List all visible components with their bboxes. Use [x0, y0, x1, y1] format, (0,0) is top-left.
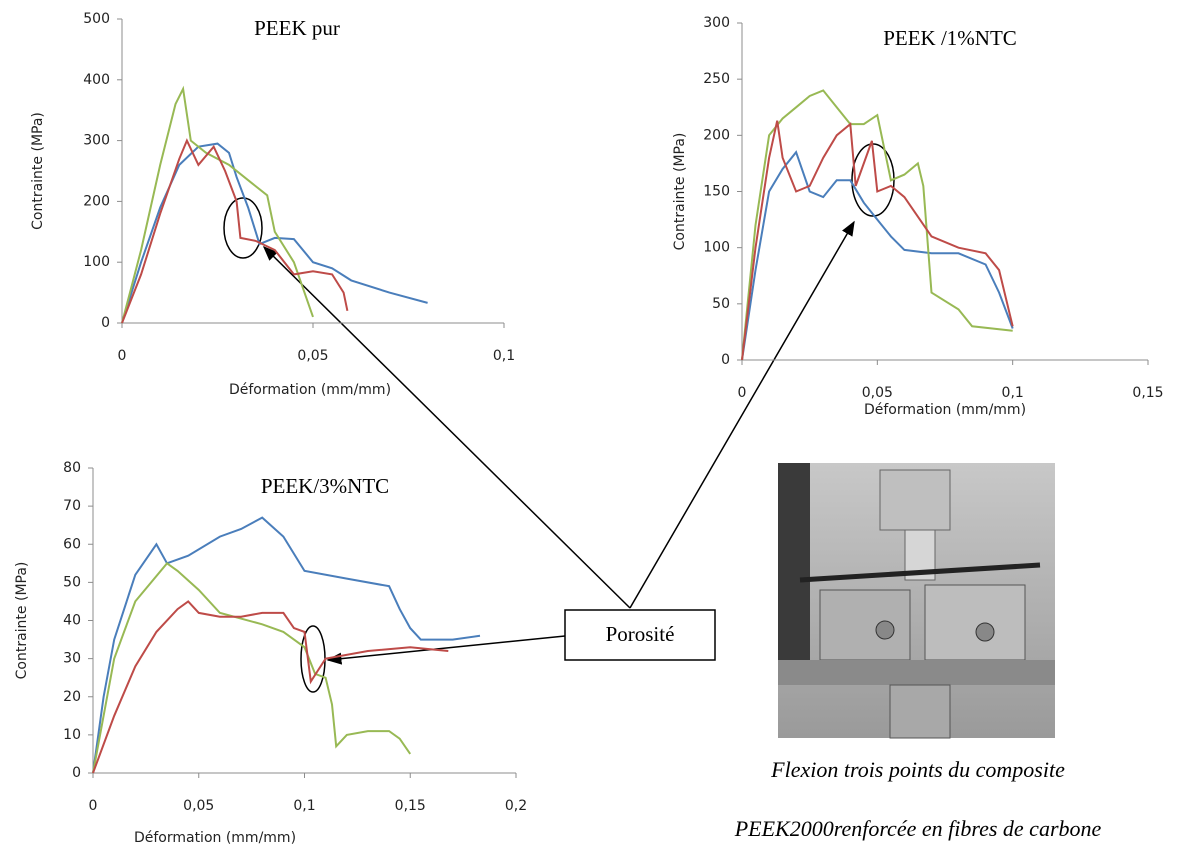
y-tick-label: 300	[83, 133, 110, 149]
data-line	[121, 85, 314, 324]
data-line	[121, 138, 349, 324]
y-tick-label: 150	[703, 184, 730, 200]
data-line	[92, 600, 449, 774]
y-tick-label: 80	[63, 460, 81, 476]
x-tick-label: 0	[89, 798, 98, 814]
y-tick-label: 100	[83, 254, 110, 270]
chart-title: PEEK/3%NTC	[261, 474, 389, 498]
y-tick-label: 50	[63, 574, 81, 590]
x-tick-label: 0,2	[505, 798, 527, 814]
x-tick-label: 0,05	[297, 348, 328, 364]
data-line	[741, 89, 1013, 361]
y-tick-label: 200	[83, 193, 110, 209]
y-axis-label: Contrainte (MPa)	[672, 133, 688, 251]
y-tick-label: 50	[712, 296, 730, 312]
caption: Flexion trois points du composite	[770, 757, 1065, 782]
y-tick-label: 60	[63, 536, 81, 552]
caption: PEEK2000renforcée en fibres de carbone	[734, 816, 1102, 841]
y-tick-label: 0	[721, 352, 730, 368]
x-axis-label: Déformation (mm/mm)	[134, 830, 296, 846]
x-tick-label: 0	[738, 385, 747, 401]
y-tick-label: 0	[101, 315, 110, 331]
y-tick-label: 200	[703, 127, 730, 143]
x-tick-label: 0,05	[183, 798, 214, 814]
y-tick-label: 100	[703, 240, 730, 256]
x-tick-label: 0,15	[1132, 385, 1163, 401]
data-line	[92, 561, 412, 774]
y-tick-label: 40	[63, 613, 81, 629]
y-tick-label: 400	[83, 72, 110, 88]
y-tick-label: 250	[703, 71, 730, 87]
data-line	[741, 120, 1014, 361]
y-axis-label: Contrainte (MPa)	[14, 562, 30, 680]
x-tick-label: 0,15	[395, 798, 426, 814]
data-line	[92, 516, 481, 774]
annotation-box	[564, 609, 716, 661]
x-axis-label: Déformation (mm/mm)	[229, 382, 391, 398]
x-tick-label: 0,1	[1002, 385, 1024, 401]
y-tick-label: 500	[83, 11, 110, 27]
y-tick-label: 0	[72, 765, 81, 781]
photo	[778, 463, 1055, 739]
x-axis-label: Déformation (mm/mm)	[864, 402, 1026, 418]
x-tick-label: 0,1	[493, 348, 515, 364]
x-tick-label: 0,1	[293, 798, 315, 814]
y-tick-label: 70	[63, 498, 81, 514]
annotation: Porosité	[606, 622, 675, 646]
y-tick-label: 30	[63, 651, 81, 667]
x-tick-label: 0,05	[862, 385, 893, 401]
chart-title: PEEK /1%NTC	[883, 26, 1017, 50]
data-line	[741, 150, 1014, 361]
chart-title: PEEK pur	[254, 16, 340, 40]
y-tick-label: 10	[63, 727, 81, 743]
x-tick-label: 0	[118, 348, 127, 364]
y-tick-label: 20	[63, 689, 81, 705]
y-tick-label: 300	[703, 15, 730, 31]
y-axis-label: Contrainte (MPa)	[30, 112, 46, 230]
